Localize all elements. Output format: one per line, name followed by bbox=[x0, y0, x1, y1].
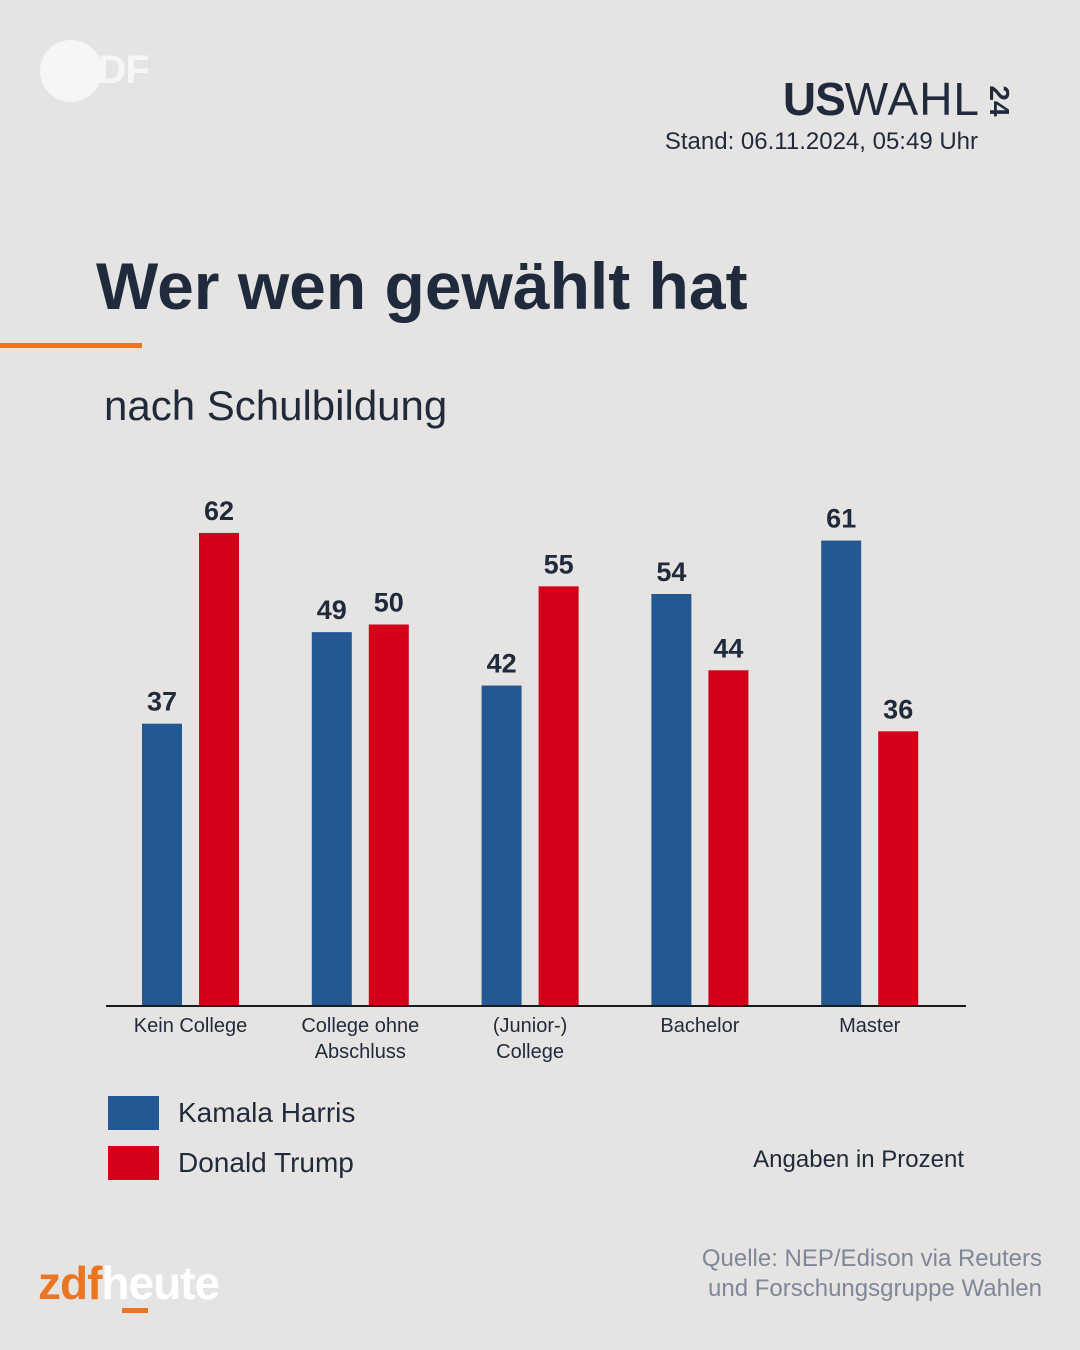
zdfheute-heute: heute bbox=[101, 1257, 220, 1309]
data-label-trump-1: 50 bbox=[374, 588, 404, 618]
tick-label-2-0: (Junior-) bbox=[493, 1015, 567, 1037]
legend-label-trump: Donald Trump bbox=[178, 1147, 354, 1178]
source-note: Quelle: NEP/Edison via Reuters und Forsc… bbox=[702, 1244, 1042, 1304]
bar-harris-4 bbox=[821, 540, 862, 1006]
tick-label-1-1: Abschluss bbox=[315, 1041, 406, 1063]
data-label-trump-3: 44 bbox=[713, 633, 743, 663]
accent-line bbox=[0, 343, 142, 348]
zdfheute-underline bbox=[122, 1308, 148, 1313]
unit-note: Angaben in Prozent bbox=[753, 1146, 964, 1173]
uswahl-wahl: WAHL bbox=[844, 73, 980, 125]
bar-trump-3 bbox=[708, 670, 749, 1006]
zdf-logo-circle bbox=[40, 40, 102, 102]
data-label-trump-4: 36 bbox=[883, 694, 913, 724]
legend-label-harris: Kamala Harris bbox=[178, 1097, 356, 1128]
stand-timestamp: Stand: 06.11.2024, 05:49 Uhr bbox=[664, 128, 978, 155]
bar-trump-2 bbox=[538, 586, 579, 1006]
bar-trump-1 bbox=[368, 624, 409, 1006]
bar-trump-0 bbox=[199, 532, 239, 1006]
bar-chart: 37 62 Kein College 49 50 College ohne Abschlus… bbox=[106, 496, 966, 1063]
bar-harris-1 bbox=[311, 632, 352, 1006]
chart-subtitle: nach Schulbildung bbox=[104, 382, 448, 429]
zdfheute-zdf: zdf bbox=[38, 1257, 102, 1309]
data-label-harris-4: 61 bbox=[826, 504, 856, 534]
bar-harris-3 bbox=[651, 593, 692, 1006]
tick-label-0-0: Kein College bbox=[134, 1015, 247, 1037]
uswahl-us: US bbox=[782, 73, 846, 125]
page-title: Wer wen gewählt hat bbox=[96, 249, 748, 323]
data-label-harris-3: 54 bbox=[656, 557, 686, 587]
data-label-trump-0: 62 bbox=[204, 496, 234, 526]
bar-harris-0 bbox=[142, 723, 182, 1006]
uswahl-logo: USWAHL 24 bbox=[782, 73, 1015, 125]
tick-label-1-0: College ohne bbox=[301, 1015, 419, 1037]
tick-label-3-0: Bachelor bbox=[660, 1015, 739, 1037]
bar-harris-2 bbox=[481, 685, 522, 1006]
tick-label-4-0: Master bbox=[839, 1015, 900, 1037]
zdfheute-logo: zdfheute bbox=[38, 1256, 220, 1313]
legend-swatch-trump bbox=[108, 1146, 159, 1180]
data-label-trump-2: 55 bbox=[544, 549, 574, 579]
data-label-harris-1: 49 bbox=[317, 595, 347, 625]
source-line-1: Quelle: NEP/Edison via Reuters bbox=[701, 1245, 1042, 1272]
zdf-logo-text: ZDF bbox=[74, 48, 150, 92]
bar-trump-4 bbox=[878, 731, 919, 1006]
zdf-logo: ZDF bbox=[40, 40, 150, 102]
source-line-2: und Forschungsgruppe Wahlen bbox=[708, 1275, 1042, 1302]
legend-swatch-harris bbox=[108, 1096, 159, 1130]
data-label-harris-0: 37 bbox=[147, 687, 177, 717]
data-label-harris-2: 42 bbox=[487, 649, 517, 679]
tick-label-2-1: College bbox=[496, 1041, 564, 1063]
